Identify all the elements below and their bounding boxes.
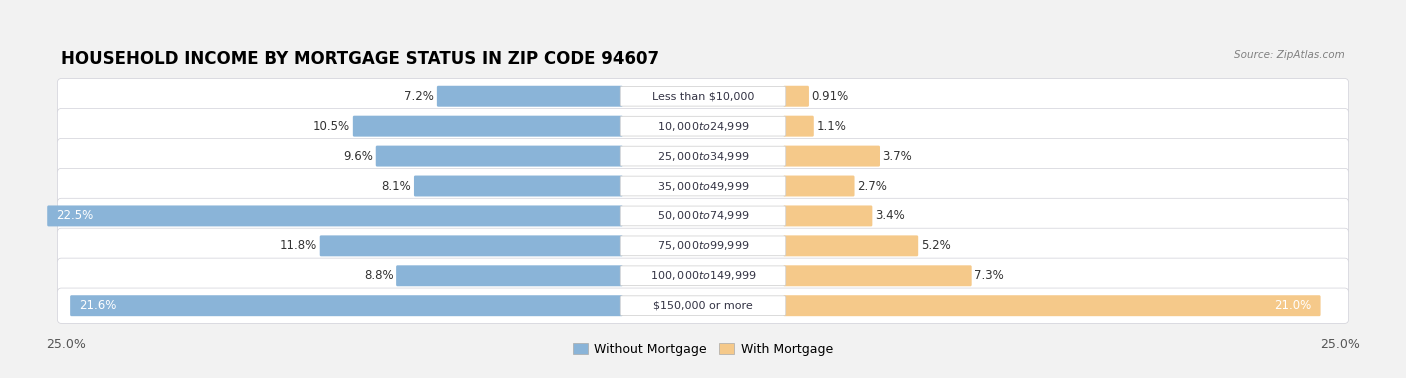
FancyBboxPatch shape — [783, 235, 918, 256]
Text: 1.1%: 1.1% — [817, 120, 846, 133]
Text: 9.6%: 9.6% — [343, 150, 373, 163]
Text: Source: ZipAtlas.com: Source: ZipAtlas.com — [1234, 50, 1344, 60]
Text: 8.8%: 8.8% — [364, 269, 394, 282]
Text: 7.2%: 7.2% — [405, 90, 434, 103]
Text: $50,000 to $74,999: $50,000 to $74,999 — [657, 209, 749, 222]
FancyBboxPatch shape — [620, 146, 786, 166]
Legend: Without Mortgage, With Mortgage: Without Mortgage, With Mortgage — [568, 338, 838, 361]
Text: 7.3%: 7.3% — [974, 269, 1004, 282]
FancyBboxPatch shape — [58, 79, 1348, 114]
FancyBboxPatch shape — [58, 258, 1348, 293]
FancyBboxPatch shape — [413, 175, 623, 197]
Text: 3.4%: 3.4% — [875, 209, 904, 222]
Text: $75,000 to $99,999: $75,000 to $99,999 — [657, 239, 749, 253]
FancyBboxPatch shape — [58, 228, 1348, 263]
FancyBboxPatch shape — [396, 265, 623, 286]
Text: 10.5%: 10.5% — [314, 120, 350, 133]
Text: $150,000 or more: $150,000 or more — [654, 301, 752, 311]
FancyBboxPatch shape — [783, 175, 855, 197]
Text: $25,000 to $34,999: $25,000 to $34,999 — [657, 150, 749, 163]
FancyBboxPatch shape — [783, 295, 1320, 316]
FancyBboxPatch shape — [783, 116, 814, 136]
FancyBboxPatch shape — [620, 296, 786, 316]
FancyBboxPatch shape — [620, 236, 786, 256]
Text: 0.91%: 0.91% — [811, 90, 849, 103]
Text: 3.7%: 3.7% — [883, 150, 912, 163]
FancyBboxPatch shape — [620, 116, 786, 136]
Text: $35,000 to $49,999: $35,000 to $49,999 — [657, 180, 749, 192]
Text: 2.7%: 2.7% — [858, 180, 887, 192]
FancyBboxPatch shape — [783, 86, 808, 107]
FancyBboxPatch shape — [319, 235, 623, 256]
Text: 22.5%: 22.5% — [56, 209, 93, 222]
FancyBboxPatch shape — [620, 266, 786, 286]
FancyBboxPatch shape — [783, 206, 872, 226]
FancyBboxPatch shape — [58, 288, 1348, 323]
Text: Less than $10,000: Less than $10,000 — [652, 91, 754, 101]
FancyBboxPatch shape — [620, 86, 786, 106]
FancyBboxPatch shape — [48, 206, 623, 226]
Text: $10,000 to $24,999: $10,000 to $24,999 — [657, 120, 749, 133]
FancyBboxPatch shape — [58, 168, 1348, 204]
Text: 21.6%: 21.6% — [79, 299, 117, 312]
FancyBboxPatch shape — [620, 206, 786, 226]
Text: $100,000 to $149,999: $100,000 to $149,999 — [650, 269, 756, 282]
FancyBboxPatch shape — [58, 198, 1348, 234]
FancyBboxPatch shape — [353, 116, 623, 136]
FancyBboxPatch shape — [58, 108, 1348, 144]
FancyBboxPatch shape — [58, 138, 1348, 174]
FancyBboxPatch shape — [70, 295, 623, 316]
Text: 11.8%: 11.8% — [280, 239, 318, 253]
Text: HOUSEHOLD INCOME BY MORTGAGE STATUS IN ZIP CODE 94607: HOUSEHOLD INCOME BY MORTGAGE STATUS IN Z… — [62, 50, 659, 68]
Text: 8.1%: 8.1% — [381, 180, 412, 192]
FancyBboxPatch shape — [783, 146, 880, 167]
FancyBboxPatch shape — [437, 86, 623, 107]
Text: 21.0%: 21.0% — [1274, 299, 1312, 312]
Text: 5.2%: 5.2% — [921, 239, 950, 253]
FancyBboxPatch shape — [375, 146, 623, 167]
FancyBboxPatch shape — [783, 265, 972, 286]
FancyBboxPatch shape — [620, 176, 786, 196]
